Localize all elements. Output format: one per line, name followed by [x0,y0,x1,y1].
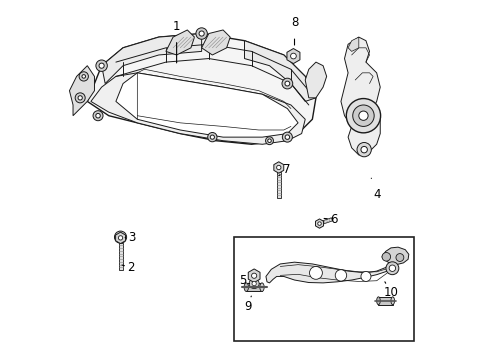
Circle shape [96,113,100,118]
Polygon shape [265,262,392,283]
Polygon shape [381,247,408,265]
Ellipse shape [376,297,380,305]
Circle shape [99,63,104,68]
Polygon shape [87,33,315,144]
Circle shape [75,93,85,103]
Bar [246,283,262,292]
Text: 6: 6 [324,213,337,226]
Text: 9: 9 [244,296,251,312]
Circle shape [82,75,85,78]
Ellipse shape [244,283,248,292]
Polygon shape [305,62,326,98]
Circle shape [360,271,370,282]
Circle shape [118,234,123,240]
Circle shape [210,135,214,139]
Bar [233,237,413,341]
Circle shape [385,262,398,275]
Circle shape [395,253,403,261]
Circle shape [285,81,289,86]
Circle shape [78,96,82,100]
Circle shape [285,135,289,139]
Polygon shape [201,30,230,55]
Ellipse shape [259,283,264,292]
Polygon shape [91,73,305,144]
Text: 4: 4 [370,178,380,201]
Circle shape [282,78,292,89]
Circle shape [265,137,273,145]
Circle shape [93,111,103,121]
Circle shape [335,270,346,281]
Text: 1: 1 [173,20,180,63]
Polygon shape [318,218,332,225]
Circle shape [267,139,271,143]
Polygon shape [116,73,298,137]
Circle shape [79,72,88,81]
Polygon shape [315,219,323,228]
Circle shape [96,60,107,71]
Circle shape [282,132,292,142]
Circle shape [381,252,390,261]
Polygon shape [340,37,380,155]
Text: 7: 7 [278,163,290,176]
Circle shape [309,266,322,279]
Bar [118,243,122,270]
Bar [378,297,392,305]
Circle shape [290,53,296,59]
Text: 8: 8 [290,16,298,45]
Polygon shape [286,49,299,64]
Text: 2: 2 [122,261,134,274]
Polygon shape [248,269,260,283]
Circle shape [207,132,217,142]
Circle shape [251,273,256,278]
Ellipse shape [390,297,394,305]
Polygon shape [273,162,283,173]
Circle shape [358,111,367,120]
Circle shape [317,222,321,225]
Circle shape [360,147,366,153]
Polygon shape [102,33,201,84]
Circle shape [352,105,373,126]
Polygon shape [69,66,94,116]
Circle shape [346,99,380,133]
Polygon shape [165,30,194,55]
Circle shape [251,282,256,286]
Polygon shape [347,37,358,51]
Circle shape [118,236,122,240]
Text: 10: 10 [383,282,398,299]
Polygon shape [115,232,125,244]
Circle shape [196,28,207,39]
Text: 3: 3 [125,231,135,244]
Text: 5: 5 [239,274,249,287]
Bar [276,172,280,198]
Circle shape [199,31,204,36]
Circle shape [248,279,259,289]
Circle shape [276,165,281,170]
Circle shape [356,143,370,157]
Polygon shape [244,41,315,102]
Circle shape [388,265,395,271]
Circle shape [114,231,126,243]
